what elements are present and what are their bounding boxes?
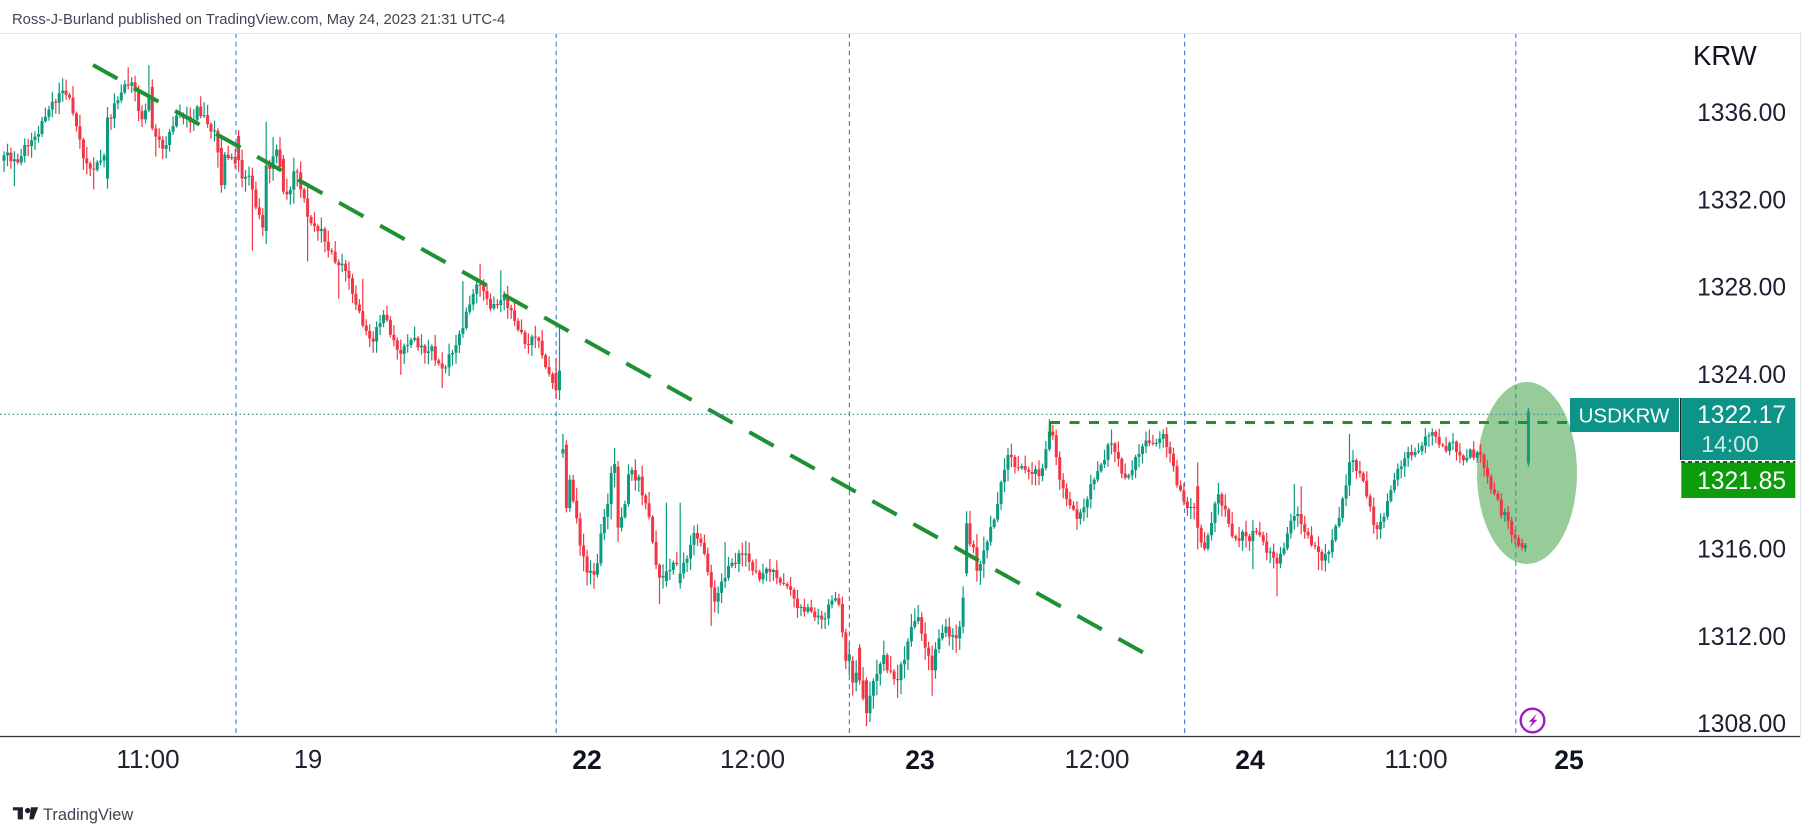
svg-text:12:00: 12:00	[720, 744, 785, 774]
svg-text:25: 25	[1554, 745, 1583, 775]
svg-text:KRW: KRW	[1693, 40, 1757, 71]
svg-text:1312.00: 1312.00	[1697, 624, 1786, 651]
svg-text:24: 24	[1235, 745, 1265, 775]
svg-text:14:00: 14:00	[1701, 431, 1759, 457]
svg-text:TradingView: TradingView	[43, 806, 133, 824]
svg-text:Ross-J-Burland published on Tr: Ross-J-Burland published on TradingView.…	[12, 12, 505, 28]
svg-text:1322.17: 1322.17	[1697, 402, 1786, 429]
svg-text:1321.85: 1321.85	[1697, 468, 1786, 495]
svg-text:19: 19	[294, 746, 322, 774]
svg-text:1324.00: 1324.00	[1697, 362, 1786, 389]
svg-text:1336.00: 1336.00	[1697, 100, 1786, 127]
svg-text:1316.00: 1316.00	[1697, 537, 1786, 564]
svg-text:22: 22	[572, 745, 601, 775]
svg-text:1332.00: 1332.00	[1697, 187, 1786, 214]
svg-text:1328.00: 1328.00	[1697, 275, 1786, 302]
svg-text:12:00: 12:00	[1064, 744, 1129, 774]
svg-text:11:00: 11:00	[116, 744, 179, 774]
svg-text:23: 23	[905, 745, 934, 775]
svg-text:11:00: 11:00	[1384, 744, 1447, 774]
svg-text:1308.00: 1308.00	[1697, 711, 1786, 738]
svg-text:USDKRW: USDKRW	[1579, 405, 1670, 428]
